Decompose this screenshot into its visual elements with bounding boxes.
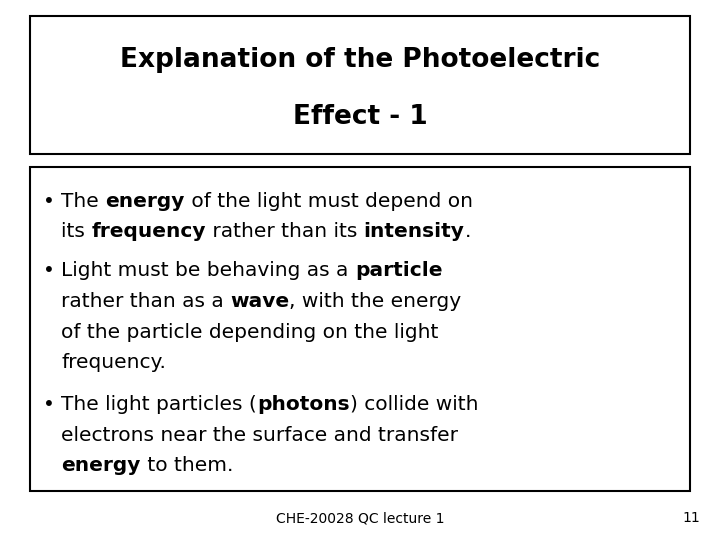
Text: ) collide with: ) collide with (350, 395, 478, 414)
Text: rather than as a: rather than as a (61, 292, 230, 310)
Text: 11: 11 (683, 511, 700, 525)
Text: Effect - 1: Effect - 1 (292, 104, 428, 130)
Text: Light must be behaving as a: Light must be behaving as a (61, 261, 355, 280)
Text: electrons near the surface and transfer: electrons near the surface and transfer (61, 426, 458, 444)
Bar (30, 167, 690, 491)
Text: , with the energy: , with the energy (289, 292, 462, 310)
Text: its: its (61, 222, 91, 241)
Text: to them.: to them. (140, 456, 233, 475)
Text: •: • (43, 261, 55, 280)
Text: The light particles (: The light particles ( (61, 395, 257, 414)
Text: particle: particle (355, 261, 443, 280)
Text: energy: energy (61, 456, 140, 475)
Text: .: . (464, 222, 471, 241)
Text: rather than its: rather than its (206, 222, 364, 241)
Text: intensity: intensity (364, 222, 464, 241)
Text: frequency: frequency (91, 222, 206, 241)
Text: Explanation of the Photoelectric: Explanation of the Photoelectric (120, 48, 600, 73)
Text: frequency.: frequency. (61, 353, 166, 372)
Text: The: The (61, 192, 105, 211)
Text: •: • (43, 192, 55, 211)
Text: CHE-20028 QC lecture 1: CHE-20028 QC lecture 1 (276, 511, 444, 525)
Text: energy: energy (105, 192, 185, 211)
Text: of the particle depending on the light: of the particle depending on the light (61, 322, 438, 341)
Text: wave: wave (230, 292, 289, 310)
Text: photons: photons (257, 395, 350, 414)
Bar (30, 16, 690, 154)
Text: •: • (43, 395, 55, 414)
Text: of the light must depend on: of the light must depend on (185, 192, 473, 211)
